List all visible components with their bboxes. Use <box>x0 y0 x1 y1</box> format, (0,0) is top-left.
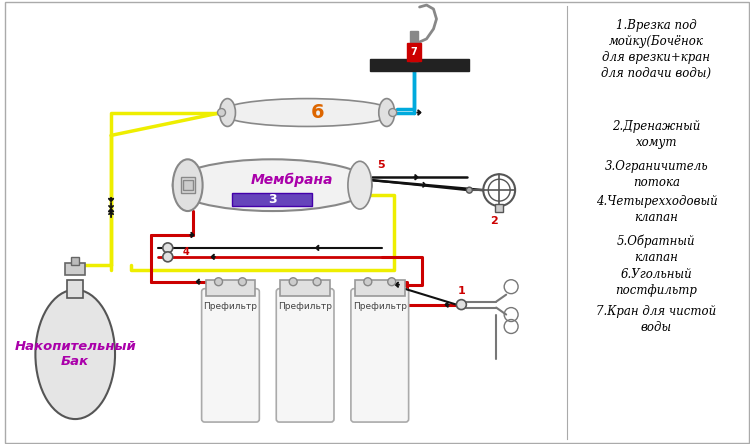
Text: 6: 6 <box>310 103 324 122</box>
Bar <box>65 263 86 275</box>
Bar <box>68 280 83 298</box>
Text: 1.Врезка под
мойку(Бочёнок
для врезки+кран
для подачи воды): 1.Врезка под мойку(Бочёнок для врезки+кр… <box>602 19 712 80</box>
Circle shape <box>238 278 247 286</box>
Ellipse shape <box>379 99 394 126</box>
Text: 4: 4 <box>183 247 190 257</box>
Text: 3: 3 <box>268 193 277 206</box>
Text: 4.Четырехходовый
клапан: 4.Четырехходовый клапан <box>596 195 717 224</box>
FancyBboxPatch shape <box>351 289 409 422</box>
Text: 5: 5 <box>376 160 385 170</box>
Bar <box>280 280 330 295</box>
Circle shape <box>313 278 321 286</box>
Text: 6.Угольный
постфильтр: 6.Угольный постфильтр <box>616 268 698 297</box>
Circle shape <box>290 278 297 286</box>
Ellipse shape <box>348 161 372 209</box>
Bar <box>410 31 418 61</box>
Ellipse shape <box>172 159 202 211</box>
Text: 1: 1 <box>458 286 465 295</box>
Text: 2: 2 <box>490 216 498 226</box>
Circle shape <box>466 187 472 193</box>
Text: Префильтр: Префильтр <box>278 302 332 311</box>
Text: Накопительный
Бак: Накопительный Бак <box>14 340 136 368</box>
Circle shape <box>214 278 223 286</box>
Bar <box>206 280 255 295</box>
Bar <box>355 280 405 295</box>
Text: 3.Ограничитель
потока: 3.Ограничитель потока <box>604 160 708 189</box>
FancyBboxPatch shape <box>276 289 334 422</box>
Circle shape <box>217 109 226 117</box>
Bar <box>370 59 470 71</box>
Text: Мембрана: Мембрана <box>251 173 334 187</box>
Circle shape <box>388 109 397 117</box>
Bar <box>183 180 193 190</box>
Bar <box>181 177 195 193</box>
Ellipse shape <box>35 290 115 419</box>
Text: 5.Обратный
клапан: 5.Обратный клапан <box>617 235 696 264</box>
Ellipse shape <box>172 159 372 211</box>
Text: 7: 7 <box>410 47 417 57</box>
Circle shape <box>364 278 372 286</box>
Bar <box>71 257 80 265</box>
Text: Префильтр: Префильтр <box>203 302 257 311</box>
Circle shape <box>388 278 396 286</box>
Text: 2.Дренажный
хомут: 2.Дренажный хомут <box>612 121 701 150</box>
Circle shape <box>457 299 466 310</box>
Text: 7.Кран для чистой
воды: 7.Кран для чистой воды <box>596 305 716 334</box>
FancyBboxPatch shape <box>202 289 260 422</box>
Ellipse shape <box>220 99 236 126</box>
Circle shape <box>163 252 172 262</box>
Circle shape <box>163 243 172 253</box>
Bar <box>232 193 312 206</box>
Bar <box>406 43 421 61</box>
Bar <box>495 204 503 212</box>
Text: Префильтр: Префильтр <box>352 302 407 311</box>
Ellipse shape <box>220 99 394 126</box>
